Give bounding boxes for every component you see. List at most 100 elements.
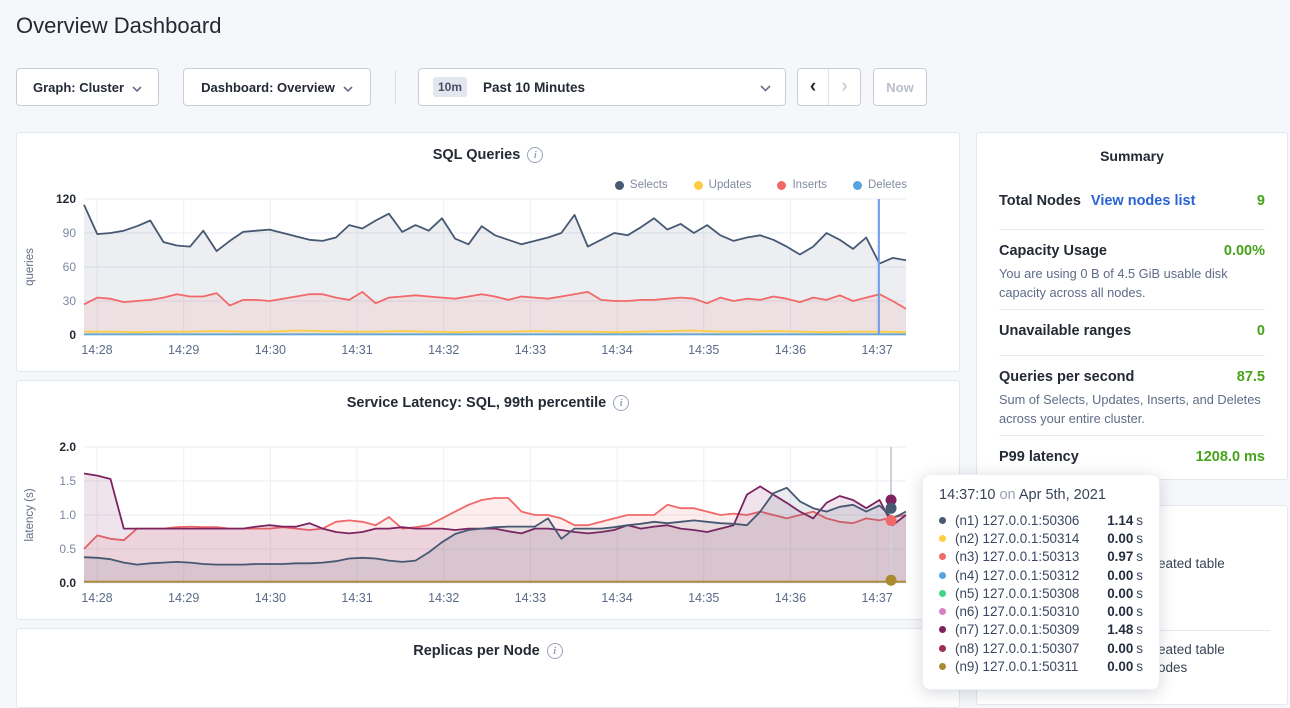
y-axis-label: latency (s) xyxy=(24,488,36,541)
tooltip-node-label: (n9) 127.0.0.1:50311 xyxy=(955,659,1078,674)
x-tick-label: 14:37 xyxy=(861,591,892,605)
service-latency-chart[interactable]: 14:2814:2914:3014:3114:3214:3314:3414:35… xyxy=(17,439,961,615)
tooltip-node-row: (n1) 127.0.0.1:50306 1.14s xyxy=(939,511,1143,529)
service-latency-card: Service Latency: SQL, 99th percentile i … xyxy=(16,380,960,620)
dashboard-dropdown[interactable]: Dashboard: Overview xyxy=(183,68,371,106)
legend-dot-icon xyxy=(615,181,624,190)
time-range-badge: 10m xyxy=(433,77,467,97)
legend-label: Inserts xyxy=(792,179,827,191)
x-tick-label: 14:36 xyxy=(775,591,806,605)
summary-row-capacity: Capacity Usage 0.00% xyxy=(999,243,1265,259)
summary-desc: You are using 0 B of 4.5 GiB usable disk… xyxy=(999,265,1267,302)
view-nodes-list-link[interactable]: View nodes list xyxy=(1091,193,1196,209)
tooltip-node-value: 0.00 xyxy=(1107,531,1133,546)
sql-queries-title: SQL Queries xyxy=(433,147,521,163)
tooltip-node-unit: s xyxy=(1136,531,1143,546)
tooltip-timestamp: 14:37:10 on Apr 5th, 2021 xyxy=(939,487,1143,503)
sql-queries-chart[interactable]: 14:2814:2914:3014:3114:3214:3314:3414:35… xyxy=(17,191,961,367)
summary-value: 9 xyxy=(1257,193,1265,209)
now-button[interactable]: Now xyxy=(873,68,927,106)
tooltip-node-label: (n7) 127.0.0.1:50309 xyxy=(955,622,1079,637)
summary-label: Total Nodes xyxy=(999,193,1081,209)
node-color-dot-icon xyxy=(939,590,946,597)
x-tick-label: 14:37 xyxy=(861,343,892,357)
legend-dot-icon xyxy=(853,181,862,190)
graph-dropdown[interactable]: Graph: Cluster xyxy=(16,68,159,106)
next-interval-button[interactable]: › xyxy=(829,69,860,105)
tooltip-node-row: (n5) 127.0.0.1:503080.00s xyxy=(939,584,1143,602)
event-text-fragment: eated table xyxy=(1158,642,1225,657)
node-color-dot-icon xyxy=(939,645,946,652)
summary-label: Unavailable ranges xyxy=(999,323,1131,339)
event-text-fragment: odes xyxy=(1158,660,1187,675)
summary-label: Queries per second xyxy=(999,369,1134,385)
service-latency-title: Service Latency: SQL, 99th percentile xyxy=(347,395,607,411)
summary-label: Capacity Usage xyxy=(999,243,1107,259)
y-axis-label: queries xyxy=(24,248,36,286)
node-color-dot-icon xyxy=(939,626,946,633)
event-text-fragment: eated table xyxy=(1158,556,1225,571)
legend-item-updates[interactable]: Updates xyxy=(694,179,752,191)
summary-value: 87.5 xyxy=(1237,369,1265,385)
summary-label: P99 latency xyxy=(999,449,1079,465)
tooltip-node-unit: s xyxy=(1136,549,1143,564)
tooltip-node-row: (n8) 127.0.0.1:503070.00s xyxy=(939,639,1143,657)
tooltip-node-value: 0.00 xyxy=(1107,641,1133,656)
toolbar-divider xyxy=(395,70,396,104)
node-color-dot-icon xyxy=(939,663,946,670)
x-tick-label: 14:30 xyxy=(255,343,286,357)
y-tick-label: 0 xyxy=(69,328,76,342)
tooltip-node-label: (n6) 127.0.0.1:50310 xyxy=(955,604,1079,619)
y-tick-label: 60 xyxy=(63,260,77,274)
divider xyxy=(999,309,1265,310)
legend-dot-icon xyxy=(694,181,703,190)
tooltip-node-label: (n8) 127.0.0.1:50307 xyxy=(955,641,1079,656)
dashboard-dropdown-label: Dashboard: Overview xyxy=(201,80,335,95)
summary-row-p99: P99 latency 1208.0 ms xyxy=(999,449,1265,465)
chevron-down-icon xyxy=(132,80,142,95)
time-range-label: Past 10 Minutes xyxy=(483,80,585,95)
tooltip-node-label: (n4) 127.0.0.1:50312 xyxy=(955,568,1079,583)
x-tick-label: 14:28 xyxy=(81,343,112,357)
graph-dropdown-label: Graph: Cluster xyxy=(33,80,124,95)
summary-row-qps: Queries per second 87.5 xyxy=(999,369,1265,385)
y-tick-label: 1.0 xyxy=(59,508,76,522)
x-tick-label: 14:35 xyxy=(688,343,719,357)
page-title: Overview Dashboard xyxy=(16,13,221,39)
legend-item-deletes[interactable]: Deletes xyxy=(853,179,907,191)
info-icon[interactable]: i xyxy=(527,147,543,163)
tooltip-node-label: (n1) 127.0.0.1:50306 xyxy=(955,513,1079,528)
tooltip-node-value: 0.00 xyxy=(1107,604,1133,619)
tooltip-node-unit: s xyxy=(1136,622,1143,637)
node-color-dot-icon xyxy=(939,535,946,542)
summary-value: 0 xyxy=(1257,323,1265,339)
legend-item-selects[interactable]: Selects xyxy=(615,179,668,191)
tooltip-node-label: (n3) 127.0.0.1:50313 xyxy=(955,549,1079,564)
tooltip-node-row: (n3) 127.0.0.1:503130.97s xyxy=(939,548,1143,566)
tooltip-node-unit: s xyxy=(1136,568,1143,583)
node-color-dot-icon xyxy=(939,517,946,524)
node-color-dot-icon xyxy=(939,572,946,579)
legend-label: Deletes xyxy=(868,179,907,191)
info-icon[interactable]: i xyxy=(547,643,563,659)
tooltip-node-unit: s xyxy=(1136,513,1143,528)
y-tick-label: 0.5 xyxy=(59,542,76,556)
summary-row-total-nodes: Total Nodes View nodes list 9 xyxy=(999,193,1265,209)
series-line xyxy=(84,331,906,333)
info-icon[interactable]: i xyxy=(613,395,629,411)
time-range-picker[interactable]: 10m Past 10 Minutes xyxy=(418,68,786,106)
chevron-down-icon xyxy=(760,80,771,95)
prev-interval-button[interactable]: ‹ xyxy=(798,69,829,105)
replicas-card: Replicas per Node i xyxy=(16,628,960,708)
time-nav-group: ‹ › xyxy=(797,68,861,106)
sql-queries-legend: Selects Updates Inserts Deletes xyxy=(615,179,907,191)
tooltip-node-unit: s xyxy=(1136,586,1143,601)
divider xyxy=(999,355,1265,356)
hover-dot xyxy=(886,515,897,526)
x-tick-label: 14:32 xyxy=(428,591,459,605)
tooltip-node-label: (n5) 127.0.0.1:50308 xyxy=(955,586,1079,601)
summary-value: 1208.0 ms xyxy=(1196,449,1265,465)
tooltip-node-value: 1.14 xyxy=(1107,513,1133,528)
summary-panel: Summary Total Nodes View nodes list 9 Ca… xyxy=(976,132,1288,480)
legend-item-inserts[interactable]: Inserts xyxy=(777,179,827,191)
